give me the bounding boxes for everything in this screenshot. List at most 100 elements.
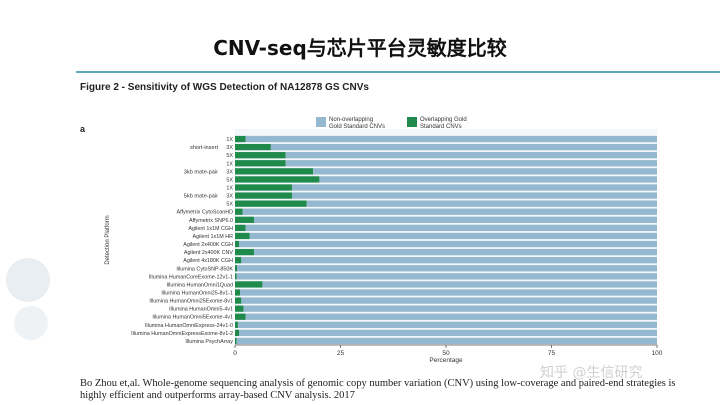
bar-non-overlapping	[291, 184, 657, 191]
bar-non-overlapping	[237, 265, 658, 272]
bar-non-overlapping	[249, 232, 657, 240]
bar-overlapping	[235, 337, 237, 345]
legend-swatch	[407, 117, 417, 127]
legend-label: Standard CNVs	[420, 124, 462, 130]
legend-label: Overlapping Gold	[420, 117, 467, 123]
bar-non-overlapping	[253, 216, 658, 223]
bar-non-overlapping	[291, 192, 657, 199]
figure-title: Figure 2 - Sensitivity of WGS Detection …	[80, 82, 369, 93]
category-label: Illumina CytoSNP-850K	[176, 266, 233, 272]
bar-overlapping	[235, 321, 238, 328]
category-label: Illumina HumanOmni1Quad	[166, 282, 233, 288]
x-tick-label: 25	[337, 350, 345, 357]
bar-overlapping	[235, 143, 271, 151]
legend-label: Gold Standard CNVs	[329, 124, 385, 130]
legend-swatch	[316, 117, 326, 127]
category-label: Illumina HumanOmniExpressExome-8v1-2	[131, 331, 233, 337]
bar-overlapping	[235, 224, 246, 232]
bar-overlapping	[235, 160, 286, 167]
bar-non-overlapping	[245, 135, 658, 143]
slide-title: CNV-seq与芯片平台灵敏度比较	[213, 36, 507, 60]
category-label: 1X	[226, 161, 233, 167]
bar-non-overlapping	[270, 143, 657, 151]
bar-overlapping	[235, 135, 246, 143]
bar-overlapping	[235, 168, 314, 175]
bar-overlapping	[235, 152, 286, 159]
category-label: Agilent 1x1M CGH	[188, 226, 233, 232]
bar-overlapping	[235, 273, 237, 280]
category-label: Illumina HumanCoreExome-12v1-1	[149, 274, 233, 280]
category-label: Illumina HumanOmni5-4v1	[169, 307, 233, 313]
bar-non-overlapping	[242, 208, 657, 215]
category-label: 5X	[226, 153, 233, 159]
bar-overlapping	[235, 240, 240, 248]
bar-non-overlapping	[240, 289, 657, 296]
x-tick-label: 0	[233, 350, 237, 357]
category-label: 1X	[226, 186, 233, 192]
bar-non-overlapping	[236, 337, 658, 345]
bar-non-overlapping	[237, 321, 658, 328]
category-label: Agilent 4x180K CGH	[183, 258, 233, 264]
category-label: Agilent 2x400K CGH	[183, 242, 233, 248]
category-label: Illumina HumanOmni25Exome-8v1	[149, 299, 233, 305]
category-label: 3X	[226, 169, 233, 175]
decorative-circle	[14, 306, 48, 340]
bar-non-overlapping	[319, 176, 657, 183]
x-tick-label: 50	[442, 350, 450, 357]
category-label: Illumina PsychArray	[185, 339, 233, 345]
bar-non-overlapping	[243, 305, 657, 312]
watermark: 知乎 @生信研究	[540, 365, 643, 381]
category-label: Illumina HumanOmni25-8v1-1	[161, 291, 233, 297]
category-label: 1X	[226, 137, 233, 143]
bar-non-overlapping	[245, 313, 658, 320]
bar-overlapping	[235, 176, 320, 183]
bar-non-overlapping	[239, 329, 657, 337]
panel-label: a	[80, 124, 86, 134]
bar-overlapping	[235, 305, 244, 312]
bar-overlapping	[235, 289, 241, 296]
group-label: 3kb mate-pair	[184, 169, 218, 175]
bar-non-overlapping	[306, 200, 657, 207]
bar-overlapping	[235, 313, 246, 320]
bar-non-overlapping	[285, 160, 657, 167]
group-label: short-insert	[190, 145, 218, 151]
bar-non-overlapping	[245, 224, 658, 232]
bar-non-overlapping	[262, 281, 657, 288]
group-label: 5kb mate-pair	[184, 194, 218, 200]
bar-overlapping	[235, 329, 240, 337]
x-tick-label: 100	[652, 350, 663, 357]
bar-overlapping	[235, 265, 238, 272]
category-label: 5X	[226, 177, 233, 183]
bar-non-overlapping	[239, 240, 657, 248]
bar-non-overlapping	[241, 257, 657, 264]
legend-label: Non-overlapping	[329, 117, 373, 123]
category-label: Agilent 1x1M HR	[193, 234, 234, 240]
bar-overlapping	[235, 184, 292, 191]
bar-overlapping	[235, 281, 263, 288]
bar-overlapping	[235, 200, 307, 207]
bar-overlapping	[235, 208, 243, 215]
bar-non-overlapping	[253, 248, 658, 256]
bar-non-overlapping	[285, 152, 657, 159]
category-label: Agilent 2x400K CNV	[184, 250, 234, 256]
category-label: Affymetrix SNP6.0	[189, 218, 233, 224]
decorative-circle	[6, 258, 50, 302]
y-axis-title: Detection Platform	[105, 215, 111, 264]
category-label: Affymetrix CytoScanHD	[176, 210, 233, 216]
category-label: 5X	[226, 202, 233, 208]
bar-non-overlapping	[236, 273, 658, 280]
bar-non-overlapping	[241, 297, 657, 304]
category-label: 3X	[226, 145, 233, 151]
category-label: Illumina HumanOmniExpress-24v1-0	[145, 323, 233, 329]
category-label: Illumina HumanOmni5Exome-4v1	[152, 315, 233, 321]
x-tick-label: 75	[548, 350, 556, 357]
bar-overlapping	[235, 297, 242, 304]
bar-overlapping	[235, 192, 292, 199]
bar-overlapping	[235, 248, 254, 256]
x-axis-title: Percentage	[429, 357, 463, 364]
bar-overlapping	[235, 257, 242, 264]
citation-text: Bo Zhou et,al. Whole-genome sequencing a…	[80, 378, 676, 401]
bar-overlapping	[235, 232, 250, 240]
bar-non-overlapping	[313, 168, 657, 175]
